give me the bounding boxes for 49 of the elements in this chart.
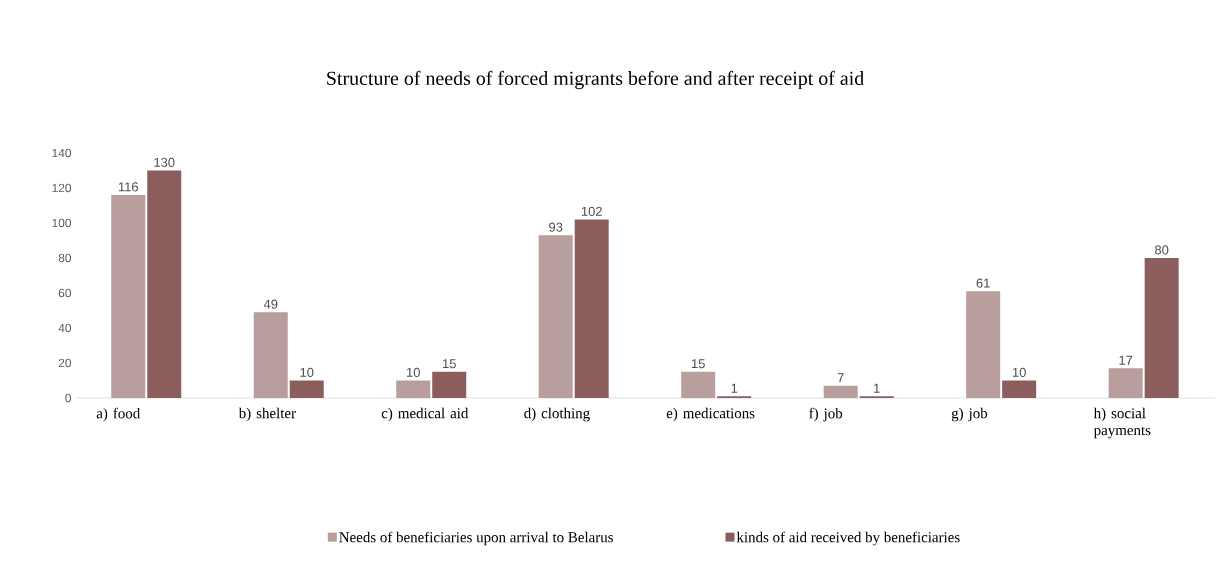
bar	[574, 219, 609, 398]
data-label: 49	[263, 299, 278, 309]
bar	[111, 194, 146, 398]
y-tick-label: 20	[58, 358, 72, 368]
y-tick-label: 0	[65, 393, 72, 403]
y-tick-label: 80	[58, 253, 72, 263]
x-tick-label: e) medications	[666, 407, 755, 422]
x-tick-label: b) shelter	[238, 407, 296, 422]
data-label: 61	[976, 278, 990, 288]
data-label: 80	[1155, 245, 1169, 255]
x-tick-label: f) job	[809, 407, 843, 422]
bar	[538, 235, 573, 398]
bar	[681, 371, 716, 398]
data-label: 10	[1012, 367, 1026, 377]
chart-title: Structure of needs of forced migrants before and after receipt of aid	[327, 70, 864, 90]
y-tick-label: 60	[58, 288, 72, 298]
data-label: 1	[731, 383, 738, 393]
bar	[289, 380, 324, 398]
bar	[253, 312, 288, 398]
bar	[147, 170, 182, 398]
bar	[1144, 257, 1179, 398]
x-tick-label: d) clothing	[524, 407, 590, 422]
x-tick-label: c) medical aid	[381, 407, 469, 422]
bar	[1108, 368, 1143, 398]
data-label: 7	[837, 373, 844, 383]
legend-label: Needs of beneficiaries upon arrival to Belarus	[339, 531, 613, 546]
bar	[823, 385, 858, 398]
y-tick-label: 120	[52, 183, 72, 193]
x-tick-label: g) job	[951, 407, 988, 422]
data-label: 130	[154, 157, 175, 167]
data-label: 1	[874, 383, 880, 393]
bar	[396, 380, 431, 398]
legend-label: kinds of aid received by beneficiaries	[736, 531, 960, 546]
bar	[966, 291, 1001, 398]
bar	[432, 371, 467, 398]
y-tick-label: 40	[58, 323, 72, 333]
y-tick-label: 100	[52, 218, 72, 228]
data-label: 10	[300, 367, 314, 377]
data-label: 102	[581, 206, 602, 216]
data-label: 93	[549, 222, 563, 232]
x-tick-label: h) social payments	[1093, 407, 1151, 439]
data-label: 10	[407, 367, 420, 377]
x-tick-label: a) food	[96, 407, 141, 422]
y-tick-label: 140	[52, 148, 72, 158]
data-label: 116	[118, 182, 139, 192]
bar	[1002, 380, 1037, 398]
data-label: 17	[1119, 355, 1133, 365]
data-label: 15	[691, 359, 705, 369]
data-label: 15	[443, 359, 456, 369]
